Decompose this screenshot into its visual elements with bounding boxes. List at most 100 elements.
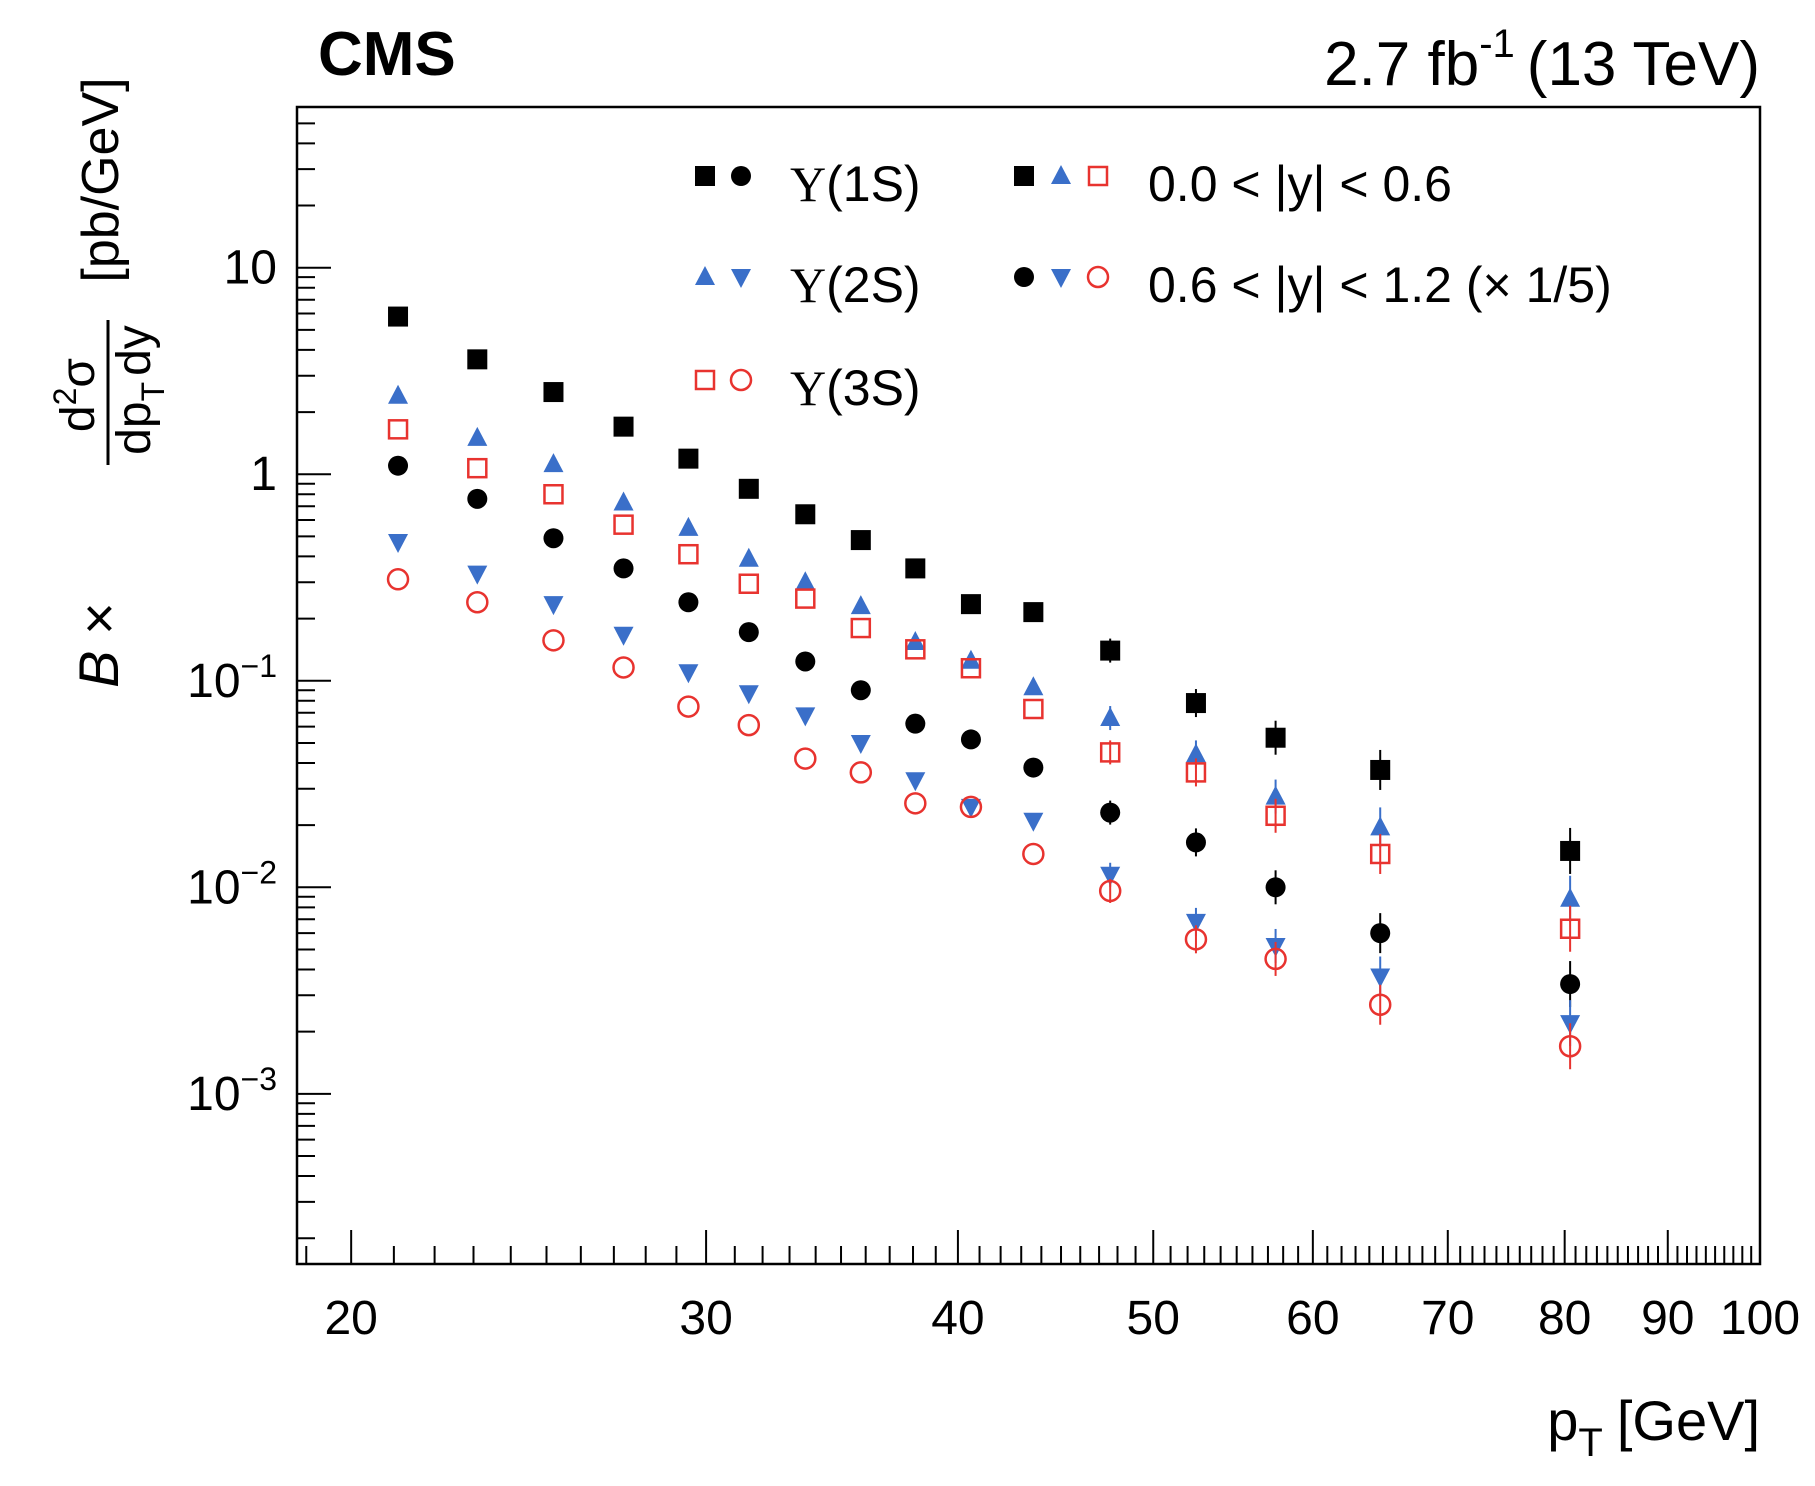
data-point bbox=[738, 685, 759, 705]
series-4 bbox=[387, 419, 1581, 952]
series-1 bbox=[388, 455, 1581, 1008]
data-point bbox=[677, 695, 700, 718]
data-point bbox=[1185, 762, 1207, 783]
x-tick-label: 80 bbox=[1538, 1292, 1591, 1345]
data-point bbox=[678, 448, 699, 469]
data-point bbox=[1265, 805, 1286, 827]
y-axis-title: B × d2σ dpTdy [pb/GeV] bbox=[47, 77, 171, 687]
num-sup: 2 bbox=[47, 388, 83, 406]
lumi-value: 2.7 fb bbox=[1324, 30, 1479, 99]
y-tick-label: 10−3 bbox=[187, 1061, 277, 1121]
data-point bbox=[543, 382, 564, 403]
legend-2s-state: (2S) bbox=[826, 257, 920, 313]
y-tick-exponent: −3 bbox=[241, 1061, 277, 1097]
y-tick-base: 10 bbox=[187, 1068, 240, 1121]
data-point bbox=[542, 629, 565, 652]
data-point bbox=[388, 306, 409, 327]
data-point bbox=[960, 657, 982, 679]
data-point bbox=[795, 571, 816, 591]
num-sigma: σ bbox=[52, 358, 105, 388]
data-point bbox=[738, 573, 760, 594]
data-point bbox=[905, 639, 926, 660]
y-tick-label: 1 bbox=[250, 448, 277, 501]
data-point bbox=[386, 568, 410, 591]
legend-marker bbox=[1014, 267, 1034, 287]
data-point bbox=[1098, 879, 1122, 903]
data-point bbox=[738, 478, 759, 499]
legend-marker bbox=[1086, 265, 1110, 289]
y-tick-exponent: −1 bbox=[241, 648, 277, 684]
upsilon-symbol: Υ bbox=[790, 360, 826, 416]
data-point bbox=[1100, 640, 1121, 661]
data-point bbox=[1022, 842, 1045, 866]
experiment-label: CMS bbox=[318, 20, 456, 89]
x-axis-title-unit: [GeV] bbox=[1617, 1389, 1760, 1452]
legend-marker bbox=[1087, 165, 1109, 187]
data-point bbox=[543, 528, 564, 549]
data-point bbox=[960, 798, 981, 818]
data-point bbox=[613, 491, 634, 511]
data-point bbox=[904, 792, 927, 815]
legend-marker bbox=[694, 369, 716, 391]
y-axis-title-numerator: d2σ bbox=[47, 358, 105, 432]
lumi-exponent: -1 bbox=[1479, 22, 1515, 66]
data-point bbox=[1265, 877, 1286, 898]
data-point bbox=[1370, 968, 1391, 988]
data-point bbox=[795, 588, 816, 609]
y-axis-title-prefix: B × bbox=[67, 602, 130, 688]
data-point bbox=[388, 455, 409, 476]
data-point bbox=[850, 530, 871, 551]
data-point bbox=[905, 713, 926, 734]
series-3 bbox=[388, 533, 1581, 1047]
data-point bbox=[678, 664, 699, 684]
data-point bbox=[466, 590, 489, 614]
data-point bbox=[612, 656, 635, 679]
legend-label-rapidity-low: 0.0 < |y| < 0.6 bbox=[1148, 156, 1452, 212]
x-tick-label: 20 bbox=[324, 1292, 377, 1345]
lumi-label: 2.7 fb-1 (13 TeV) bbox=[1324, 22, 1760, 99]
data-point bbox=[1370, 923, 1391, 944]
series-5 bbox=[386, 568, 1582, 1070]
data-point bbox=[850, 734, 871, 754]
data-point bbox=[1184, 928, 1208, 951]
data-point bbox=[1185, 832, 1206, 853]
data-point bbox=[1265, 727, 1286, 748]
data-point bbox=[1370, 759, 1391, 780]
y-tick-base: 10 bbox=[187, 861, 240, 914]
data-point bbox=[849, 761, 873, 784]
data-point bbox=[388, 533, 409, 553]
data-point bbox=[1100, 866, 1121, 886]
data-point bbox=[1100, 707, 1121, 727]
y-tick-label: 10 bbox=[224, 242, 277, 295]
data-point bbox=[613, 558, 634, 579]
series-0 bbox=[388, 306, 1581, 874]
legend-marker bbox=[731, 269, 751, 288]
data-point bbox=[850, 617, 872, 639]
data-point bbox=[1560, 974, 1581, 995]
data-point bbox=[1558, 1034, 1582, 1058]
upsilon-symbol: Υ bbox=[790, 257, 826, 313]
data-point bbox=[1559, 918, 1581, 939]
data-point bbox=[795, 504, 816, 525]
data-point bbox=[467, 457, 488, 479]
data-point bbox=[1185, 743, 1206, 763]
data-point bbox=[738, 547, 759, 567]
data-point bbox=[960, 729, 981, 750]
data-point bbox=[387, 419, 409, 440]
data-point bbox=[613, 626, 634, 646]
legend: Υ(1S) Υ(2S) Υ(3S) 0.0 < |y| < 0.6 0.6 < … bbox=[694, 156, 1612, 416]
x-tick-label: 70 bbox=[1421, 1292, 1474, 1345]
data-point bbox=[1560, 840, 1581, 861]
data-point bbox=[388, 384, 409, 404]
data-point bbox=[1023, 676, 1044, 696]
data-point bbox=[960, 594, 981, 615]
legend-marker bbox=[731, 166, 751, 186]
legend-label-1s: Υ(1S) bbox=[790, 156, 921, 212]
data-point bbox=[678, 543, 699, 565]
data-point bbox=[1023, 757, 1044, 778]
x-tick-label: 90 bbox=[1641, 1292, 1694, 1345]
legend-1s-state: (1S) bbox=[826, 156, 920, 212]
data-point bbox=[738, 622, 759, 643]
legend-label-3s: Υ(3S) bbox=[790, 360, 921, 416]
